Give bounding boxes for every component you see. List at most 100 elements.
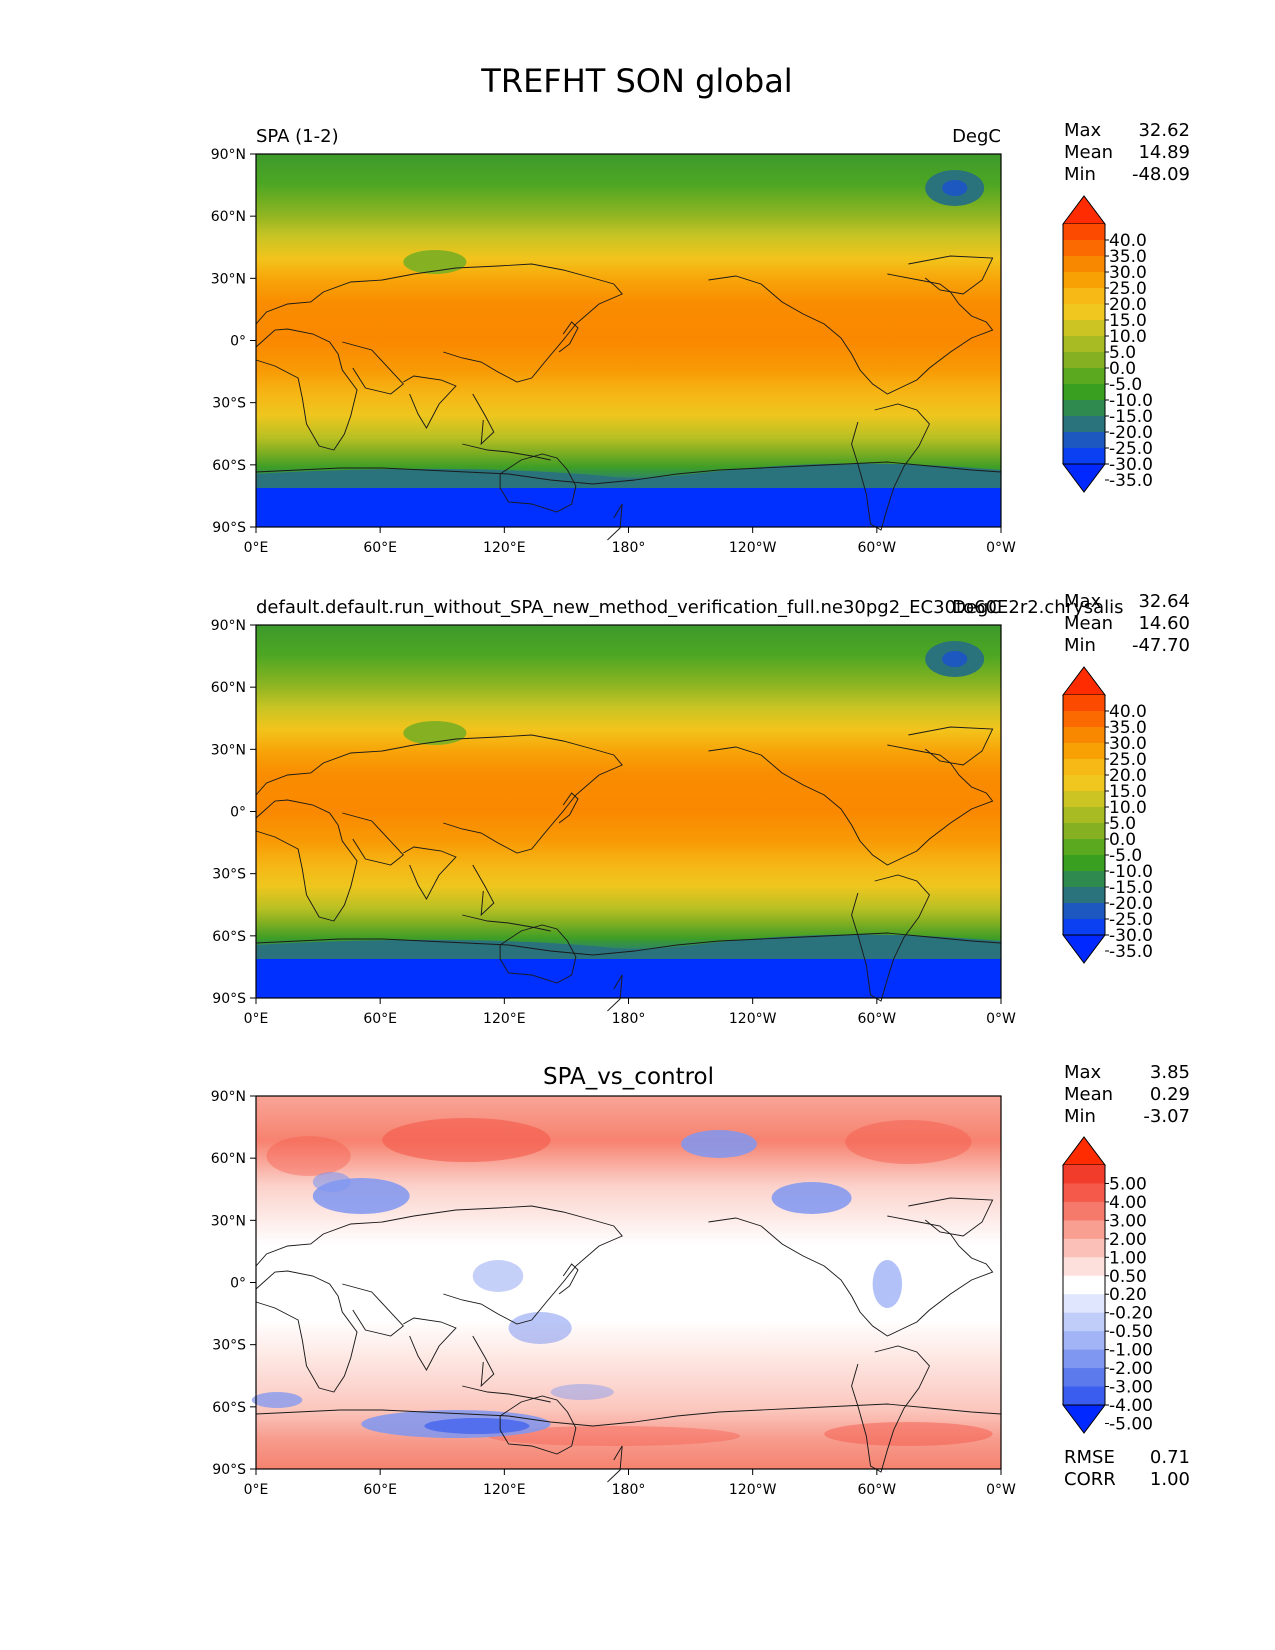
colorbar-tick-label: -5.0 xyxy=(1109,846,1142,866)
colorbar-tick-label: -2.00 xyxy=(1109,1359,1153,1379)
colorbar-extend-min xyxy=(1062,1404,1106,1434)
panel-center-title: SPA_vs_control xyxy=(543,1064,714,1090)
lon-tick-label: 0°W xyxy=(986,540,1016,556)
colorbar-segment xyxy=(1063,1275,1105,1295)
lon-tick-label: 120°E xyxy=(483,1482,526,1498)
colorbar-segment xyxy=(1063,711,1105,728)
colorbar-segment xyxy=(1063,320,1105,337)
stat-label: Min xyxy=(1064,164,1096,185)
colorbar-tick-label: 0.0 xyxy=(1109,359,1136,379)
colorbar-tick-label: 15.0 xyxy=(1109,782,1147,802)
lat-tick-label: 60°S xyxy=(212,929,246,945)
colorbar-segment xyxy=(1063,256,1105,273)
lat-tick-label: 90°S xyxy=(212,991,246,1007)
colorbar-tick-label: -20.0 xyxy=(1109,894,1153,914)
lon-tick-label: 120°W xyxy=(729,1482,777,1498)
stat-label: Min xyxy=(1064,635,1096,656)
stat-value: -47.70 xyxy=(1132,635,1190,656)
colorbar-tick-label: 30.0 xyxy=(1109,263,1147,283)
lon-tick-label: 60°E xyxy=(363,1482,397,1498)
stat-label: Max xyxy=(1064,591,1102,612)
colorbar-segment xyxy=(1063,352,1105,369)
lat-tick-label: 90°S xyxy=(212,1462,246,1478)
colorbar-extend-min xyxy=(1062,463,1106,493)
lon-tick-label: 60°W xyxy=(857,1482,896,1498)
panel-units-label: DegC xyxy=(952,597,1001,618)
colorbar-segment xyxy=(1063,1257,1105,1277)
panel-units-label: DegC xyxy=(952,126,1001,147)
colorbar-tick-label: -35.0 xyxy=(1109,471,1153,491)
lat-tick-label: 30°S xyxy=(212,396,246,412)
colorbar-segment xyxy=(1063,855,1105,872)
stat-value: 14.89 xyxy=(1138,142,1190,163)
colorbar-segment xyxy=(1063,368,1105,385)
colorbar-tick-label: -15.0 xyxy=(1109,407,1153,427)
lon-tick-label: 0°E xyxy=(244,1482,269,1498)
colorbar-segment xyxy=(1063,1331,1105,1351)
tibetan-plateau-cool-spot xyxy=(403,721,467,745)
colorbar-tick-label: -1.00 xyxy=(1109,1341,1153,1361)
colorbar-segment xyxy=(1063,1183,1105,1203)
lon-tick-label: 0°E xyxy=(244,1011,269,1027)
colorbar-segment xyxy=(1063,1312,1105,1332)
colorbar-tick-label: 0.50 xyxy=(1109,1267,1147,1287)
footer-stat-value: 0.71 xyxy=(1150,1447,1190,1468)
colorbar-segment xyxy=(1063,240,1105,257)
colorbar-tick-label: 5.0 xyxy=(1109,814,1136,834)
lat-tick-label: 90°N xyxy=(211,618,246,634)
footer-stat-label: RMSE xyxy=(1064,1447,1115,1468)
lon-tick-label: 120°E xyxy=(483,1011,526,1027)
colorbar-segment xyxy=(1063,919,1105,936)
panel-2: default.default.run_without_SPA_new_meth… xyxy=(211,591,1190,1027)
stat-value: 32.62 xyxy=(1138,120,1190,141)
panel-1: SPA (1-2) DegC 90°N 60°N 30°N 0° 30°S 60°S 90°S 0… xyxy=(211,120,1190,556)
colorbar-segment xyxy=(1063,871,1105,888)
lat-tick-label: 60°N xyxy=(211,1151,246,1167)
colorbar-tick-label: 25.0 xyxy=(1109,279,1147,299)
colorbar-tick-label: 10.0 xyxy=(1109,327,1147,347)
stat-label: Max xyxy=(1064,120,1102,141)
colorbar-segment xyxy=(1063,1201,1105,1221)
stat-value: 14.60 xyxy=(1138,613,1190,634)
colorbar-segment xyxy=(1063,887,1105,904)
colorbar-segment xyxy=(1063,695,1105,712)
antarctic-coast-band xyxy=(256,934,1001,959)
colorbar-segment xyxy=(1063,1165,1105,1185)
colorbar-tick-label: 1.00 xyxy=(1109,1248,1147,1268)
colorbar: 5.004.003.002.001.000.500.20-0.20-0.50-1… xyxy=(1062,1136,1153,1434)
stat-label: Mean xyxy=(1064,613,1113,634)
lat-tick-label: 0° xyxy=(230,805,246,821)
stat-value: 3.85 xyxy=(1150,1062,1190,1083)
antarctic-cold-region xyxy=(256,488,1001,527)
lat-tick-label: 30°N xyxy=(211,271,246,287)
colorbar-tick-label: -5.0 xyxy=(1109,375,1142,395)
lon-tick-label: 0°W xyxy=(986,1482,1016,1498)
colorbar-tick-label: 4.00 xyxy=(1109,1193,1147,1213)
colorbar-segment xyxy=(1063,288,1105,305)
colorbar-segment xyxy=(1063,336,1105,353)
colorbar-tick-label: -25.0 xyxy=(1109,439,1153,459)
lat-tick-label: 0° xyxy=(230,334,246,350)
lat-tick-label: 30°N xyxy=(211,1213,246,1229)
stat-label: Mean xyxy=(1064,142,1113,163)
colorbar-segment xyxy=(1063,759,1105,776)
colorbar-tick-label: 20.0 xyxy=(1109,766,1147,786)
colorbar-segment xyxy=(1063,432,1105,449)
colorbar: 40.035.030.025.020.015.010.05.00.0-5.0-1… xyxy=(1062,195,1153,493)
lon-tick-label: 60°W xyxy=(857,540,896,556)
tibetan-plateau-cool-spot xyxy=(403,250,467,274)
lon-tick-label: 0°W xyxy=(986,1011,1016,1027)
colorbar-segment xyxy=(1063,743,1105,760)
colorbar-segment xyxy=(1063,384,1105,401)
colorbar-tick-label: 5.0 xyxy=(1109,343,1136,363)
colorbar-tick-label: -10.0 xyxy=(1109,862,1153,882)
lat-tick-label: 90°N xyxy=(211,147,246,163)
lon-tick-label: 180° xyxy=(612,1011,646,1027)
lat-tick-label: 60°S xyxy=(212,1400,246,1416)
colorbar-segment xyxy=(1063,1386,1105,1406)
colorbar-extend-max xyxy=(1062,666,1106,696)
colorbar-segment xyxy=(1063,400,1105,417)
colorbar-segment xyxy=(1063,1368,1105,1388)
colorbar-tick-label: -35.0 xyxy=(1109,942,1153,962)
